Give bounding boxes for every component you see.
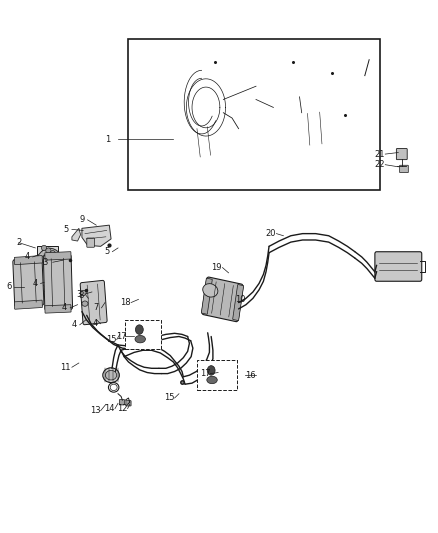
Text: 7: 7 [94,303,99,312]
Text: 3: 3 [76,289,81,298]
Ellipse shape [80,290,86,296]
Text: 13: 13 [90,406,100,415]
Text: 10: 10 [235,295,245,304]
Ellipse shape [42,263,45,266]
Ellipse shape [82,301,88,306]
FancyBboxPatch shape [126,401,131,406]
FancyBboxPatch shape [375,252,422,281]
FancyBboxPatch shape [45,305,71,313]
Text: 4: 4 [92,319,98,328]
FancyBboxPatch shape [37,246,57,277]
Ellipse shape [42,245,47,251]
FancyBboxPatch shape [13,258,44,307]
Bar [197,360,237,390]
FancyBboxPatch shape [43,254,73,310]
Bar [125,319,161,349]
Text: 6: 6 [7,282,12,291]
Text: 4: 4 [62,303,67,312]
Ellipse shape [38,253,62,289]
FancyBboxPatch shape [396,149,407,159]
Text: 5: 5 [63,225,68,234]
Ellipse shape [50,251,55,256]
Ellipse shape [35,248,66,293]
Text: 5: 5 [104,247,110,256]
FancyBboxPatch shape [270,71,299,101]
Ellipse shape [42,250,45,254]
Text: 22: 22 [374,160,385,169]
Text: 16: 16 [245,370,256,379]
Text: 11: 11 [60,363,71,372]
Ellipse shape [106,370,117,380]
Ellipse shape [207,366,215,375]
FancyBboxPatch shape [201,278,212,314]
FancyBboxPatch shape [186,123,221,161]
FancyBboxPatch shape [202,277,243,322]
Bar [127,38,380,190]
FancyBboxPatch shape [399,165,408,173]
Text: 1: 1 [106,135,111,144]
Ellipse shape [203,284,218,297]
Text: 12: 12 [117,404,127,413]
Text: 18: 18 [120,298,131,307]
Ellipse shape [207,376,217,384]
Polygon shape [82,225,111,246]
Text: 19: 19 [212,263,222,272]
Text: 17: 17 [200,369,210,378]
Text: 15: 15 [106,335,117,344]
Ellipse shape [46,248,51,253]
FancyBboxPatch shape [233,285,244,320]
Text: 4: 4 [33,279,38,288]
Text: 2: 2 [16,238,21,247]
Ellipse shape [135,335,145,343]
Text: 9: 9 [79,215,85,224]
Text: 21: 21 [374,150,385,159]
FancyBboxPatch shape [359,76,370,92]
FancyBboxPatch shape [80,280,107,325]
Ellipse shape [103,368,119,383]
Ellipse shape [135,325,143,334]
Text: 15: 15 [164,393,174,402]
FancyBboxPatch shape [14,300,42,309]
Text: 4: 4 [72,320,77,329]
Text: 14: 14 [104,404,115,413]
Text: 3: 3 [42,258,48,266]
FancyBboxPatch shape [87,238,95,247]
Ellipse shape [54,253,60,259]
Polygon shape [72,228,81,241]
Text: 4: 4 [25,253,30,262]
FancyBboxPatch shape [45,252,71,260]
FancyBboxPatch shape [297,109,332,149]
FancyBboxPatch shape [14,256,42,265]
Text: 8: 8 [78,291,84,300]
FancyBboxPatch shape [119,400,124,405]
Text: 17: 17 [116,332,127,341]
Ellipse shape [42,256,45,260]
Ellipse shape [42,269,45,272]
Text: 20: 20 [265,229,276,238]
